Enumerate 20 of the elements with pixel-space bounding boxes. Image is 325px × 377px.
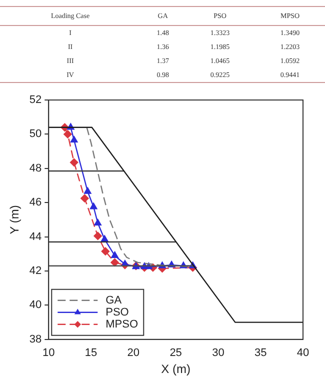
y-tick-label: 40 [29, 299, 42, 312]
x-tick-label: 10 [42, 347, 55, 360]
y-tick-label: 46 [29, 196, 42, 209]
x-tick-label: 35 [254, 347, 267, 360]
x-tick-label: 20 [127, 347, 140, 360]
x-tick-label: 40 [296, 347, 310, 360]
y-tick-label: 52 [29, 94, 42, 106]
y-tick-label: 44 [29, 230, 42, 243]
y-tick-label: 42 [29, 265, 42, 278]
y-axis-title: Y (m) [8, 205, 22, 234]
x-tick-label: 25 [170, 347, 182, 360]
x-axis-title: X (m) [161, 362, 190, 376]
y-tick-label: 50 [29, 128, 42, 140]
y-tick-label: 48 [29, 162, 42, 174]
y-tick-label: 38 [29, 333, 42, 346]
legend-label: GA [106, 294, 122, 306]
legend-label: PSO [106, 306, 130, 318]
x-tick-label: 15 [84, 347, 98, 360]
x-tick-label: 30 [212, 347, 224, 360]
legend-label: MPSO [106, 318, 138, 330]
